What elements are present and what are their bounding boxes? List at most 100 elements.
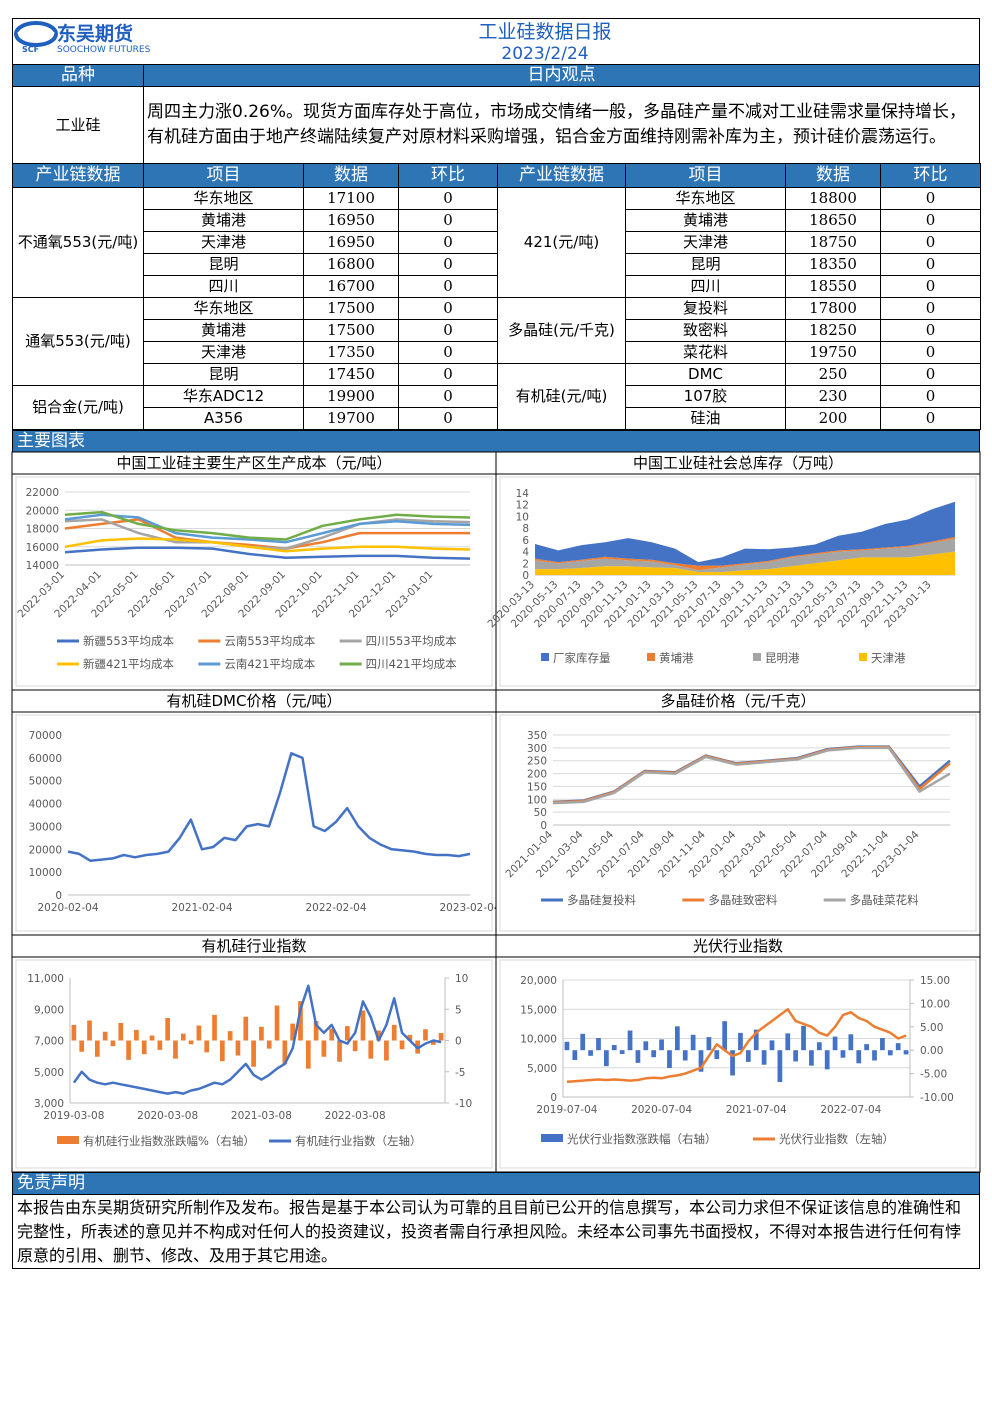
bar xyxy=(674,1026,680,1051)
bar xyxy=(251,1040,256,1067)
y-tick-label: 50000 xyxy=(29,776,62,788)
bar xyxy=(635,1050,641,1063)
table-header: 项目 xyxy=(143,163,304,188)
table-header: 产业链数据 xyxy=(497,163,626,188)
y-tick-label: 0 xyxy=(522,570,529,582)
bar xyxy=(864,1044,869,1051)
bar xyxy=(71,1024,77,1041)
chart-panel xyxy=(11,689,497,936)
x-tick-label: 2019-03-08 xyxy=(43,1110,104,1122)
chart-title-strip xyxy=(495,451,981,475)
chart-title: 多晶硅价格（元/千克） xyxy=(660,692,815,710)
y-tick-label: 40000 xyxy=(29,799,62,811)
legend-label: 光伏行业指数（左轴） xyxy=(779,1132,894,1146)
y-tick-label: 70000 xyxy=(29,730,62,742)
x-tick-label: 2020-03-08 xyxy=(137,1110,198,1122)
logo-icon xyxy=(14,21,58,47)
bar xyxy=(604,1050,609,1067)
y-tick-label: 100 xyxy=(527,794,547,806)
bar xyxy=(259,1026,264,1041)
chart-area xyxy=(15,959,493,1169)
bar xyxy=(706,1037,712,1051)
y-tick-label: 10 xyxy=(516,511,529,523)
y-tick-label: 60000 xyxy=(29,753,62,765)
y2-tick-label: 10.00 xyxy=(920,998,950,1010)
y2-tick-label: 10 xyxy=(455,973,468,985)
y-tick-label: 150 xyxy=(527,781,547,793)
bar xyxy=(290,1023,295,1041)
bar xyxy=(682,1050,688,1061)
legend-swatch xyxy=(541,1134,563,1142)
bar xyxy=(220,1040,225,1062)
series-line xyxy=(552,746,951,805)
series-area xyxy=(535,538,955,573)
legend-label: 多晶硅复投料 xyxy=(567,893,636,907)
bar xyxy=(856,1050,862,1064)
bar xyxy=(102,1031,108,1041)
bar xyxy=(118,1023,124,1041)
bar xyxy=(235,1040,241,1056)
x-tick-label: 2022-02-04 xyxy=(305,902,366,914)
legend-swatch xyxy=(57,1136,79,1144)
bar xyxy=(627,1030,633,1051)
logo-mark: SCF xyxy=(22,45,39,54)
legend-label: 天津港 xyxy=(871,651,906,665)
legend-swatch xyxy=(753,653,761,661)
chart-title-strip xyxy=(495,934,981,958)
y-tick-label: 4 xyxy=(522,547,529,559)
bar xyxy=(391,1024,397,1041)
bar xyxy=(824,1050,830,1070)
bar xyxy=(399,1040,405,1050)
y-tick-label: 9,000 xyxy=(34,1004,64,1016)
bar xyxy=(848,1034,854,1051)
bar xyxy=(777,1050,783,1083)
logo: SCF 东吴期货 SOOCHOW FUTURES xyxy=(14,21,151,55)
y-tick-label: 10,000 xyxy=(520,1034,557,1046)
bar xyxy=(329,1028,335,1041)
bar xyxy=(79,1040,85,1052)
logo-en: SOOCHOW FUTURES xyxy=(57,45,151,55)
x-tick-label: 2020-02-04 xyxy=(37,902,98,914)
bar xyxy=(305,1040,311,1069)
bar xyxy=(903,1050,909,1055)
legend-label: 光伏行业指数涨跌幅（右轴） xyxy=(567,1132,717,1146)
y-tick-label: 50 xyxy=(534,807,547,819)
series-line xyxy=(566,1008,907,1084)
x-tick-label: 2021-02-04 xyxy=(171,902,232,914)
change-cell: 0 xyxy=(880,407,981,430)
series-line xyxy=(67,752,471,862)
bar xyxy=(173,1040,178,1059)
bar xyxy=(816,1042,822,1051)
bar xyxy=(572,1050,578,1061)
bar xyxy=(87,1020,92,1041)
chart-area xyxy=(15,714,493,932)
series-line xyxy=(72,984,442,1095)
series-line xyxy=(64,510,471,541)
logo-icon xyxy=(17,25,55,36)
bar xyxy=(423,1029,428,1041)
bar xyxy=(243,1016,249,1041)
y-tick-label: 10000 xyxy=(29,867,62,879)
y-tick-label: 14000 xyxy=(26,560,59,572)
bar xyxy=(298,1001,303,1041)
series-line xyxy=(64,546,471,560)
bar xyxy=(345,1026,350,1041)
y2-tick-label: 0 xyxy=(455,1036,462,1048)
y-tick-label: 8 xyxy=(522,523,529,535)
bar xyxy=(580,1033,586,1051)
y2-tick-label: 5.00 xyxy=(920,1022,943,1034)
logo-cn: 东吴期货 xyxy=(57,22,133,45)
series-area xyxy=(535,501,955,566)
x-tick-label: 2022-03-08 xyxy=(325,1110,386,1122)
y-tick-label: 250 xyxy=(527,756,547,768)
bar xyxy=(134,1029,139,1041)
bar xyxy=(165,1018,170,1041)
legend-swatch xyxy=(647,653,655,661)
series-line xyxy=(64,537,471,553)
y-tick-label: 0 xyxy=(550,1092,557,1104)
bar xyxy=(738,1032,743,1051)
bar xyxy=(368,1040,374,1059)
bar xyxy=(266,1040,272,1049)
bar xyxy=(196,1025,202,1041)
y-tick-label: 0 xyxy=(540,820,547,832)
